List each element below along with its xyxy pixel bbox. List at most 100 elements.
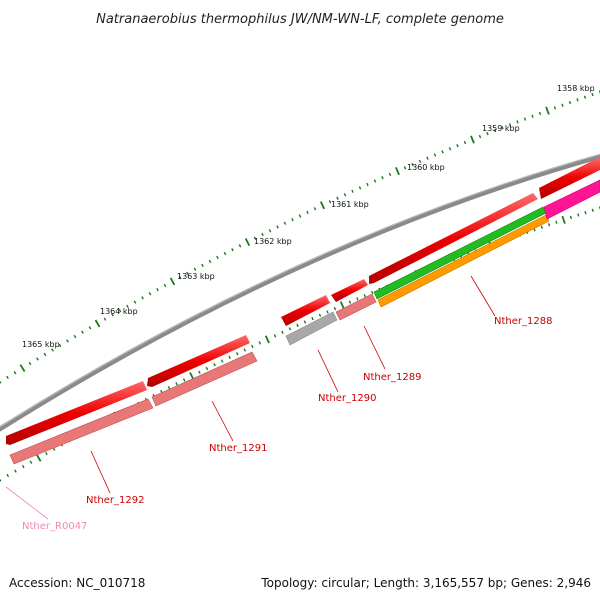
minor-tick xyxy=(228,355,231,360)
feature-right-edge[interactable] xyxy=(539,157,600,220)
minor-tick xyxy=(583,95,587,99)
minor-tick xyxy=(213,363,216,367)
gene-label-nther-1291[interactable]: Nther_1291 xyxy=(209,443,267,454)
minor-tick xyxy=(14,469,17,473)
minor-tick xyxy=(220,359,224,363)
feature-nther-1290[interactable] xyxy=(281,295,338,346)
minor-tick xyxy=(36,357,39,361)
gene-bar xyxy=(335,293,377,321)
minor-tick xyxy=(561,103,564,107)
minor-tick xyxy=(318,313,322,317)
minor-tick xyxy=(13,371,17,375)
minor-tick xyxy=(433,153,437,157)
minor-tick xyxy=(333,306,337,311)
minor-tick xyxy=(298,214,302,218)
minor-tick xyxy=(178,275,182,280)
major-tick xyxy=(561,215,566,224)
genome-backbone xyxy=(0,153,600,432)
minor-tick xyxy=(501,126,504,130)
leader-lines xyxy=(5,275,496,520)
minor-tick xyxy=(276,225,279,229)
minor-tick xyxy=(243,348,247,352)
gene-label-nther-1292[interactable]: Nther_1292 xyxy=(86,495,144,506)
minor-tick xyxy=(577,213,580,217)
minor-tick xyxy=(0,478,2,482)
scale-labels: 1358 kbp 1359 kbp 1360 kbp 1361 kbp 1362… xyxy=(22,84,595,349)
minor-tick xyxy=(388,172,392,177)
minor-tick xyxy=(371,290,374,295)
minor-tick xyxy=(591,208,594,212)
minor-tick xyxy=(288,327,292,331)
major-tick xyxy=(169,277,176,286)
gene-label-nther-1290[interactable]: Nther_1290 xyxy=(318,393,376,404)
cds-arrow xyxy=(331,279,368,302)
gene-label-nther-r0047[interactable]: Nther_R0047 xyxy=(22,521,87,532)
gene-bar-grey xyxy=(285,311,338,346)
map-title: Natranaerobius thermophilus JW/NM-WN-LF,… xyxy=(96,12,504,27)
minor-tick xyxy=(103,317,107,321)
minor-tick xyxy=(531,114,534,118)
minor-tick xyxy=(208,259,212,264)
minor-tick xyxy=(366,182,369,187)
minor-tick xyxy=(126,304,129,308)
leader-line-1289 xyxy=(363,325,386,370)
major-tick xyxy=(470,135,475,144)
minor-tick xyxy=(235,352,239,356)
cds-arrow xyxy=(6,381,147,445)
minor-tick xyxy=(73,334,77,339)
minor-tick xyxy=(478,134,482,139)
minor-tick xyxy=(463,140,467,145)
minor-tick xyxy=(21,464,25,469)
leader-line-1291 xyxy=(211,400,234,442)
minor-tick xyxy=(261,232,264,237)
gene-label-nther-1289[interactable]: Nther_1289 xyxy=(363,372,421,383)
minor-tick xyxy=(306,210,309,214)
minor-tick xyxy=(591,92,594,97)
minor-tick xyxy=(493,128,497,133)
minor-tick xyxy=(313,207,317,211)
minor-tick xyxy=(223,251,227,256)
minor-tick xyxy=(516,120,519,124)
minor-tick xyxy=(198,370,201,374)
minor-tick xyxy=(156,287,159,292)
minor-tick xyxy=(258,341,262,345)
feature-nther-1292[interactable] xyxy=(6,381,154,465)
minor-tick xyxy=(381,176,384,180)
minor-tick xyxy=(328,200,332,204)
major-tick xyxy=(339,301,345,310)
gene-bar-magenta xyxy=(543,179,600,220)
genome-summary-text: Topology: circular; Length: 3,165,557 bp… xyxy=(260,576,591,590)
feature-nther-1288[interactable] xyxy=(369,193,550,308)
major-tick xyxy=(244,238,251,247)
minor-tick xyxy=(133,300,137,304)
scale-label-1362: 1362 kbp xyxy=(254,237,292,246)
minor-tick xyxy=(426,156,429,160)
leader-line-1292 xyxy=(90,450,111,494)
major-tick xyxy=(545,106,550,115)
cds-arrow xyxy=(147,335,250,387)
scale-label-1360: 1360 kbp xyxy=(407,163,445,172)
cds-arrow xyxy=(281,295,330,326)
gene-bar-green xyxy=(373,206,547,300)
major-tick xyxy=(19,364,26,372)
minor-tick xyxy=(283,221,287,225)
minor-tick xyxy=(175,382,178,386)
minor-tick xyxy=(268,229,272,233)
minor-tick xyxy=(231,248,234,252)
minor-tick xyxy=(163,283,167,288)
minor-tick xyxy=(523,117,527,121)
feature-nther-1289[interactable] xyxy=(331,279,377,321)
feature-nther-1291[interactable] xyxy=(147,335,258,407)
minor-tick xyxy=(251,344,254,349)
minor-tick xyxy=(193,267,197,271)
minor-tick xyxy=(403,166,407,170)
minor-tick xyxy=(358,186,362,190)
minor-tick xyxy=(205,366,209,371)
minor-tick xyxy=(486,131,489,136)
cds-arrow xyxy=(539,157,600,199)
minor-tick xyxy=(118,308,122,313)
gene-label-nther-1288[interactable]: Nther_1288 xyxy=(494,316,552,327)
minor-tick xyxy=(6,473,10,478)
minor-tick xyxy=(553,106,557,110)
